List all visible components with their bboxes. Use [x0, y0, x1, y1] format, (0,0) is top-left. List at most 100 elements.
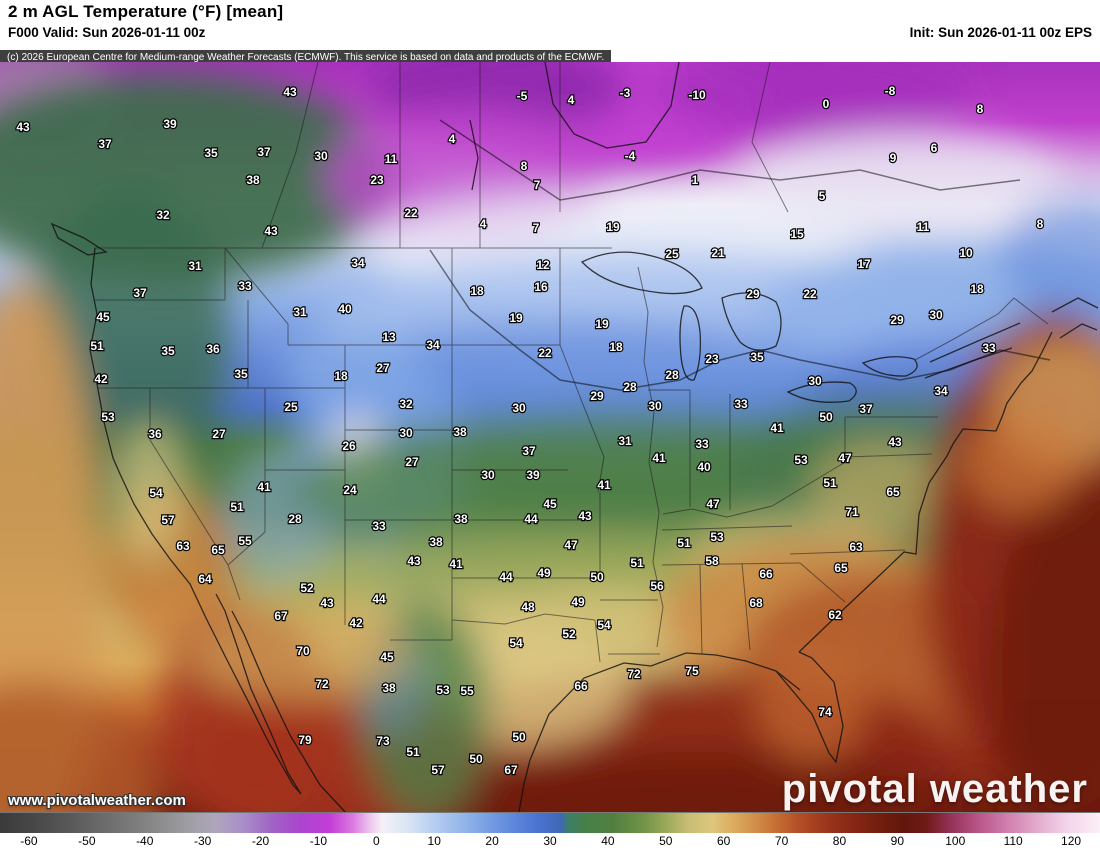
temp-value: 58 [705, 554, 719, 568]
temp-value: 64 [198, 572, 212, 586]
colorbar-tick-label: 50 [659, 834, 673, 848]
temp-value: 8 [1037, 217, 1044, 231]
temp-value: 4 [480, 217, 487, 231]
temp-value: 8 [521, 159, 528, 173]
temp-value: 17 [857, 257, 871, 271]
temp-value: 67 [504, 763, 518, 777]
valid-time: F000 Valid: Sun 2026-01-11 00z [8, 25, 206, 40]
temp-value: 43 [283, 85, 297, 99]
copyright-strip: (c) 2026 European Centre for Medium-rang… [0, 47, 1100, 62]
temp-value: 43 [407, 554, 421, 568]
colorbar-tick-label: 30 [543, 834, 557, 848]
temp-value: 32 [399, 397, 413, 411]
colorbar: -60 -50 -40 -30 -20 -10 0 10 20 30 40 50 60 70 80 90 100… [0, 812, 1100, 850]
colorbar-tick-label: -10 [309, 834, 328, 848]
temp-value: 41 [257, 480, 271, 494]
temp-value: 50 [512, 730, 526, 744]
colorbar-tick-label: 40 [601, 834, 615, 848]
colorbar-tick-label: -20 [251, 834, 270, 848]
temp-value: 41 [597, 478, 611, 492]
temp-value: 9 [890, 151, 897, 165]
temp-value: 75 [685, 664, 699, 678]
temp-value: 45 [380, 650, 394, 664]
colorbar-tick-row: -60 -50 -40 -30 -20 -10 0 10 20 30 40 50 60 70 80 90 100… [0, 833, 1100, 850]
temp-value: 52 [562, 627, 576, 641]
temp-value: 37 [522, 444, 536, 458]
temp-value: 30 [929, 308, 943, 322]
temp-value: 27 [405, 455, 419, 469]
temp-value: 18 [334, 369, 348, 383]
colorbar-tick-label: -50 [78, 834, 96, 848]
temp-value: 30 [512, 401, 526, 415]
temp-value: 16 [534, 280, 548, 294]
temp-value: 32 [156, 208, 170, 222]
temp-value: 25 [284, 400, 298, 414]
init-time: Init: Sun 2026-01-11 00z EPS [909, 25, 1092, 40]
temp-value: -10 [688, 88, 706, 102]
colorbar-tick-label: -30 [193, 834, 212, 848]
temp-value: 63 [176, 539, 190, 553]
pivotal-weather-logo: pivotal weather [781, 767, 1088, 811]
temp-value: 51 [90, 339, 104, 353]
colorbar-gradient [0, 812, 1100, 833]
temp-value: 38 [246, 173, 260, 187]
colorbar-tick-label: 60 [716, 834, 731, 848]
watermark-url: www.pivotalweather.com [8, 792, 186, 809]
colorbar-tick-label: 120 [1061, 834, 1082, 848]
temp-value: 18 [470, 284, 484, 298]
temp-value: 37 [98, 137, 112, 151]
temp-value: 19 [606, 220, 620, 234]
temp-value: 24 [343, 483, 357, 497]
temp-value: 57 [431, 763, 445, 777]
temp-value: 29 [746, 287, 760, 301]
temp-value: 53 [101, 410, 115, 424]
temp-value: -5 [517, 89, 528, 103]
temp-value: 27 [376, 361, 390, 375]
temp-value: 18 [970, 282, 984, 296]
weather-map[interactable]: 43 39 43 37 35 37 30 11 38 23 32 43 31 37 33 45 51 42 53 4-… [0, 62, 1100, 812]
temp-value: 13 [382, 330, 396, 344]
temp-value: 72 [315, 677, 329, 691]
temp-value: 63 [849, 540, 863, 554]
temp-value: 43 [264, 224, 278, 238]
temp-value: 38 [454, 512, 468, 526]
colorbar-tick-label: 110 [1003, 834, 1023, 848]
temp-value: 54 [509, 636, 523, 650]
temp-value: 48 [521, 600, 535, 614]
temperature-field [0, 62, 1100, 812]
temp-value: 34 [351, 256, 365, 270]
temp-value: 4 [449, 132, 456, 146]
temp-value: 5 [819, 189, 826, 203]
temp-value: 65 [834, 561, 848, 575]
temp-value: 29 [590, 389, 604, 403]
temp-value: 44 [372, 592, 386, 606]
temp-value: 27 [212, 427, 226, 441]
temp-value: -4 [625, 149, 636, 163]
temp-value: 44 [499, 570, 513, 584]
temp-value: 33 [982, 341, 996, 355]
temp-value: 68 [749, 596, 763, 610]
temp-value: 28 [288, 512, 302, 526]
temp-value: 39 [526, 468, 540, 482]
temp-value: 4 [568, 93, 575, 107]
temp-value: 33 [734, 397, 748, 411]
temp-value: 35 [161, 344, 175, 358]
temp-value: 22 [404, 206, 418, 220]
temp-value: 6 [931, 141, 938, 155]
temp-value: 51 [230, 500, 244, 514]
temp-value: 15 [790, 227, 804, 241]
temp-value: 40 [338, 302, 352, 316]
colorbar-tick-label: -40 [136, 834, 154, 848]
colorbar-tick-label: 20 [485, 834, 499, 848]
temp-value: 72 [627, 667, 641, 681]
temp-value: 53 [436, 683, 450, 697]
temp-value: 51 [823, 476, 837, 490]
coastlines [50, 62, 1099, 812]
temp-value: 55 [460, 684, 474, 698]
temp-value: 31 [293, 305, 307, 319]
colorbar-tick-label: 0 [372, 834, 380, 848]
temp-value: 43 [16, 120, 30, 134]
temp-value: 30 [808, 374, 822, 388]
